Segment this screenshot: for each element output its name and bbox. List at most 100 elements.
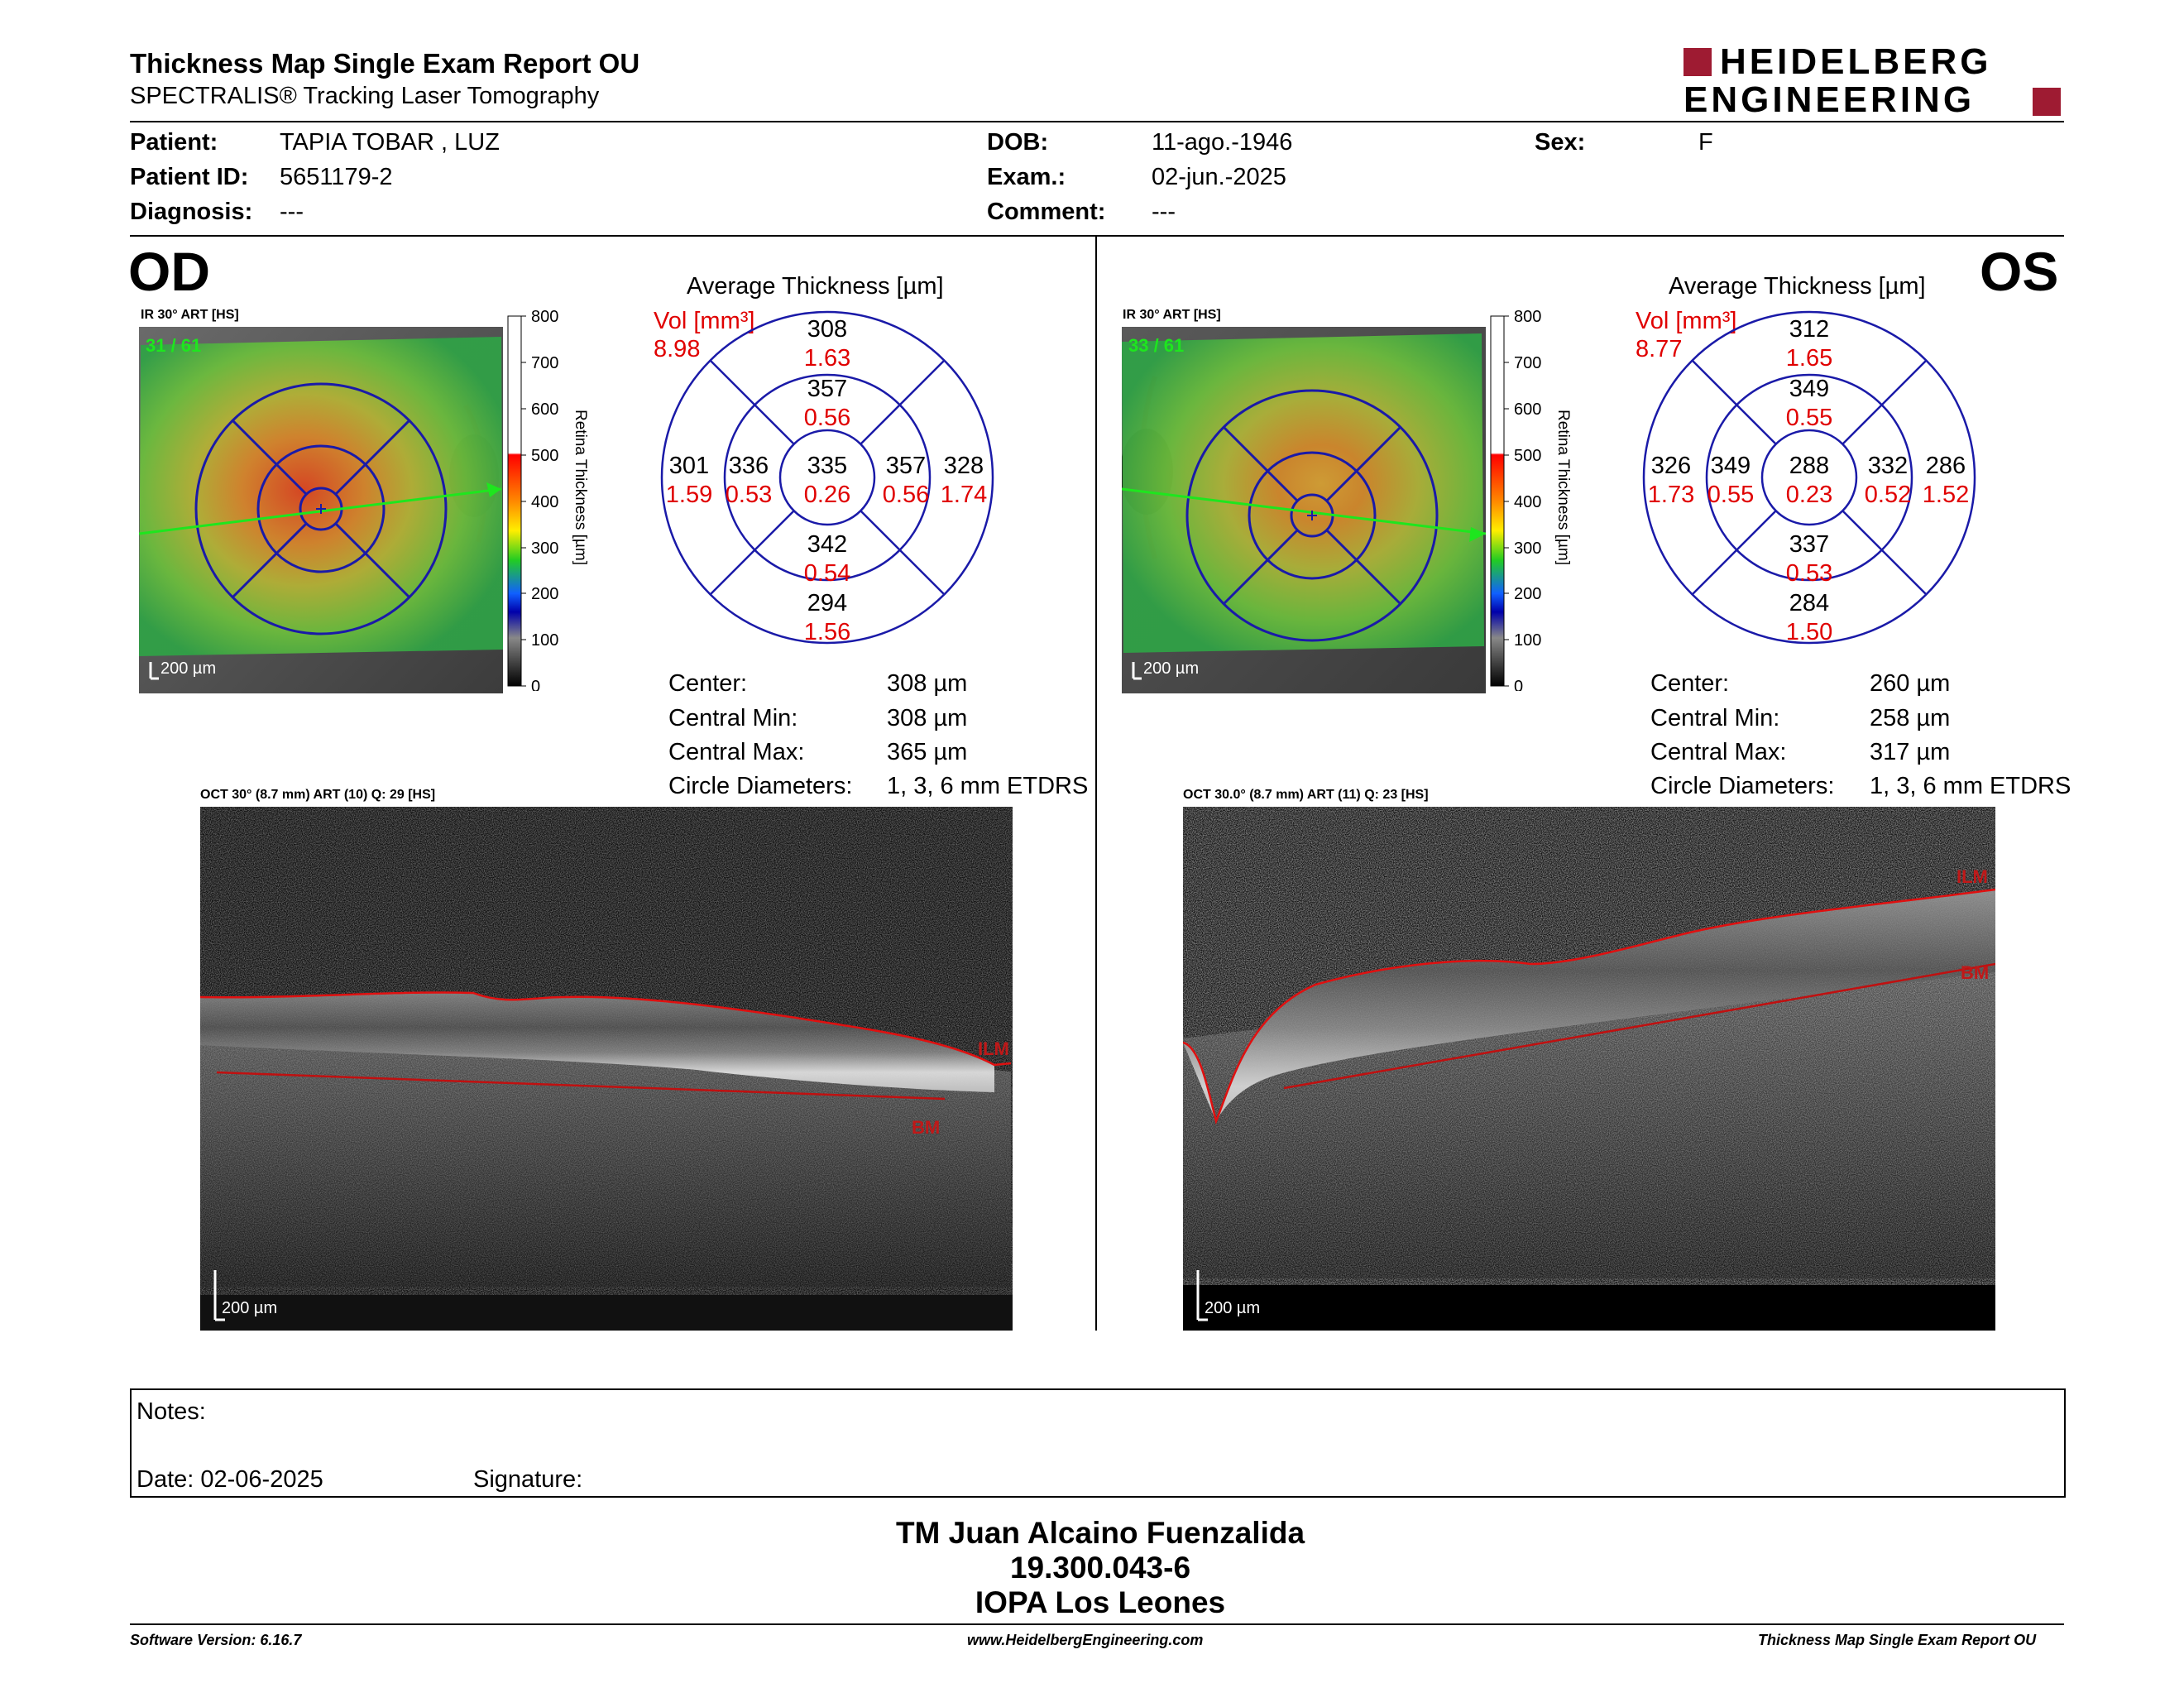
os-inner-sup-vol: 0.55 [1786,405,1832,431]
os-cbar-tick: 800 [1514,310,1541,326]
od-bm-label: BM [912,1117,940,1138]
od-cbar-tick: 600 [531,400,558,419]
od-stat-value: 1, 3, 6 mm ETDRS [887,773,1089,799]
od-stat-label: Central Max: [668,739,805,765]
od-inner-left-thk: 336 [729,453,769,479]
comment-value: --- [1152,199,1176,225]
od-outer-sup-vol: 1.63 [804,345,850,372]
os-inner-inf-thk: 337 [1789,531,1829,558]
exam-value: 02-jun.-2025 [1152,164,1286,190]
od-stat-label: Circle Diameters: [668,773,853,799]
od-cbar-tick: 0 [531,678,540,691]
signer-org: IOPA Los Leones [975,1585,1226,1619]
od-oct-label: OCT 30° (8.7 mm) ART (10) Q: 29 [HS] [200,788,436,802]
od-vol-total: 8.98 [654,336,701,362]
od-inner-inf-vol: 0.54 [804,560,850,587]
os-outer-left-thk: 326 [1651,453,1691,479]
od-colorbar: 800 700 600 500 400 300 200 100 0 Retina… [507,310,589,691]
eye-label-od: OD [128,241,210,302]
os-outer-right-thk: 286 [1926,453,1966,479]
os-stat-value: 260 µm [1870,670,1951,697]
signature-label: Signature: [473,1466,583,1493]
os-outer-sup-thk: 312 [1789,316,1829,343]
os-oct-label: OCT 30.0° (8.7 mm) ART (11) Q: 23 [HS] [1183,788,1429,802]
os-cbar-tick: 400 [1514,493,1541,511]
od-stat-value: 308 µm [887,705,968,731]
software-version: Software Version: 6.16.7 [130,1632,302,1648]
os-fundus-scale: 200 µm [1143,659,1199,678]
heidelberg-logo: HEIDELBERG ENGINEERING [1684,43,2064,122]
os-stat-label: Central Max: [1650,739,1787,765]
os-ilm-label: ILM [1956,866,1988,887]
os-frame-count: 33 / 61 [1128,335,1184,356]
os-inner-right-vol: 0.52 [1865,482,1911,508]
notes-box[interactable]: Notes: Date: 02-06-2025 Signature: [130,1388,2066,1498]
os-stat-value: 1, 3, 6 mm ETDRS [1870,773,2071,799]
od-stat-label: Central Min: [668,705,798,731]
od-center-thk: 335 [807,453,847,479]
od-inner-sup-vol: 0.56 [804,405,850,431]
os-ir-label: IR 30° ART [HS] [1123,308,1221,322]
od-outer-right-thk: 328 [944,453,984,479]
od-outer-left-thk: 301 [669,453,709,479]
os-inner-inf-vol: 0.53 [1786,560,1832,587]
os-cbar-tick: 100 [1514,631,1541,650]
os-stat-value: 317 µm [1870,739,1951,765]
os-bm-label: BM [1961,962,1989,983]
od-center-vol: 0.26 [804,482,850,508]
od-inner-left-vol: 0.53 [726,482,772,508]
diagnosis-value: --- [280,199,304,225]
eye-label-os: OS [1980,241,2059,302]
diagnosis-label: Diagnosis: [130,199,253,225]
od-cbar-tick: 200 [531,585,558,603]
os-cbar-tick: 600 [1514,400,1541,419]
website-link[interactable]: www.HeidelbergEngineering.com [967,1632,1204,1648]
os-inner-left-thk: 349 [1711,453,1751,479]
sex-value: F [1698,129,1713,156]
patient-id: 5651179-2 [280,164,393,190]
od-fundus-thickness-map: 31 / 61 200 µm [139,327,503,693]
os-inner-left-vol: 0.55 [1707,482,1754,508]
os-outer-right-vol: 1.52 [1923,482,1969,508]
od-cbar-label: Retina Thickness [µm] [572,410,589,565]
os-avg-title: Average Thickness [µm] [1669,273,1926,300]
od-avg-title: Average Thickness [µm] [687,273,944,300]
os-cbar-tick: 700 [1514,354,1541,372]
dob-value: 11-ago.-1946 [1152,129,1293,156]
od-cbar-tick: 500 [531,447,558,465]
od-ilm-label: ILM [978,1038,1009,1059]
od-oct-scale: 200 µm [222,1299,277,1317]
od-outer-right-vol: 1.74 [941,482,987,508]
od-outer-sup-thk: 308 [807,316,847,343]
os-center-vol: 0.23 [1786,482,1832,508]
od-cbar-tick: 400 [531,493,558,511]
os-oct-scale: 200 µm [1205,1299,1260,1317]
os-fundus-thickness-map: 33 / 61 200 µm [1122,327,1486,693]
od-inner-right-vol: 0.56 [883,482,929,508]
od-frame-count: 31 / 61 [146,335,201,356]
os-stat-value: 258 µm [1870,705,1951,731]
od-outer-inf-vol: 1.56 [804,619,850,645]
od-fundus-scale: 200 µm [160,659,216,678]
exam-label: Exam.: [987,164,1066,190]
logo-line1: HEIDELBERG [1720,41,1992,82]
od-inner-inf-thk: 342 [807,531,847,558]
od-cbar-tick: 300 [531,539,558,558]
footer-report-name: Thickness Map Single Exam Report OU [1758,1632,2037,1648]
od-outer-inf-thk: 294 [807,590,847,616]
os-center-thk: 288 [1789,453,1829,479]
os-inner-sup-thk: 349 [1789,376,1829,402]
os-stat-label: Center: [1650,670,1730,697]
os-outer-left-vol: 1.73 [1648,482,1694,508]
od-outer-left-vol: 1.59 [666,482,712,508]
os-stat-label: Circle Diameters: [1650,773,1835,799]
os-cbar-tick: 500 [1514,447,1541,465]
od-vol-label: Vol [mm³] [654,308,755,334]
os-vol-total: 8.77 [1636,336,1683,362]
os-cbar-tick: 0 [1514,678,1523,691]
od-cbar-tick: 800 [531,310,558,326]
os-outer-sup-vol: 1.65 [1786,345,1832,372]
od-stat-value: 365 µm [887,739,968,765]
od-stat-value: 308 µm [887,670,968,697]
od-oct-bscan: ILM BM 200 µm [200,807,1013,1331]
